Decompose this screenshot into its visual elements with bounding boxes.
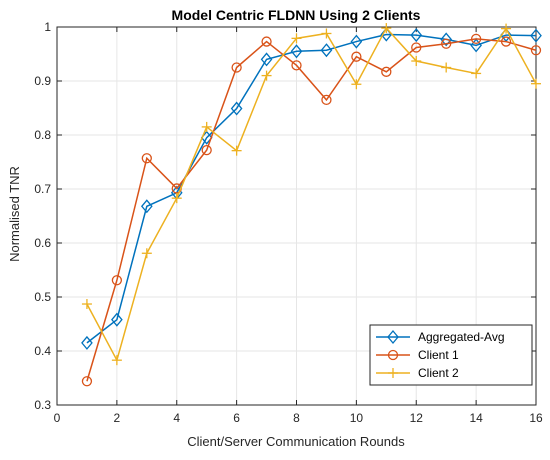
data-point — [441, 62, 452, 73]
data-point — [290, 44, 303, 59]
y-tick-label: 0.5 — [34, 290, 51, 304]
x-tick-label: 8 — [293, 411, 300, 425]
data-point — [411, 56, 422, 67]
series-line — [86, 33, 537, 344]
x-axis-label: Client/Server Communication Rounds — [187, 434, 405, 449]
data-point — [171, 193, 182, 204]
data-point — [470, 33, 482, 45]
chart-title: Model Centric FLDNN Using 2 Clients — [172, 7, 421, 23]
data-point — [141, 248, 152, 259]
data-point — [471, 68, 482, 79]
data-point — [470, 38, 482, 53]
legend-label: Aggregated-Avg — [418, 330, 505, 344]
y-tick-label: 0.9 — [34, 74, 51, 88]
legend-marker — [387, 349, 399, 361]
data-point — [111, 355, 122, 366]
series-line — [86, 26, 537, 363]
data-point — [230, 101, 243, 116]
data-point — [291, 60, 302, 71]
data-point — [201, 121, 212, 132]
data-point — [231, 145, 242, 156]
legend-marker — [388, 368, 398, 378]
data-point — [261, 70, 272, 81]
y-axis-label: Normalised TNR — [7, 166, 22, 262]
series — [81, 23, 542, 387]
y-tick-label: 0.3 — [34, 398, 51, 412]
data-point — [231, 62, 242, 73]
series-line — [86, 38, 537, 382]
x-tick-label: 2 — [114, 411, 121, 425]
data-point — [291, 33, 302, 44]
x-tick-label: 0 — [54, 411, 61, 425]
data-point — [440, 32, 453, 47]
data-point — [501, 23, 512, 34]
legend-entry: Client 2 — [376, 366, 459, 380]
data-point — [81, 376, 93, 387]
data-point — [141, 153, 152, 164]
legend-marker — [387, 329, 399, 345]
data-point — [261, 36, 272, 47]
tick-labels: 0 2 4 6 8 10 12 14 16 0.3 0.4 0.5 0.6 0.7 0.8 0.9 1 — [34, 20, 543, 425]
data-point — [351, 51, 362, 62]
legend-label: Client 1 — [418, 348, 459, 362]
data-point — [111, 312, 123, 327]
data-point — [81, 299, 92, 310]
y-tick-label: 0.4 — [34, 344, 51, 358]
data-point — [531, 78, 541, 89]
y-tick-label: 0.8 — [34, 128, 51, 142]
x-tick-label: 4 — [173, 411, 180, 425]
series-client-2 — [81, 23, 541, 366]
data-point — [381, 66, 392, 77]
data-point — [350, 34, 363, 49]
data-point — [260, 52, 273, 67]
x-tick-label: 14 — [469, 411, 483, 425]
y-tick-label: 0.7 — [34, 182, 51, 196]
x-tick-label: 6 — [233, 411, 240, 425]
legend-entry: Client 1 — [376, 348, 459, 362]
data-point — [321, 94, 332, 106]
legend: Aggregated-Avg Client 1 Client 2 — [369, 324, 533, 386]
data-point — [500, 36, 512, 47]
data-point — [411, 42, 422, 53]
series-client-1 — [81, 33, 542, 387]
legend-entry: Aggregated-Avg — [376, 329, 505, 345]
x-tick-label: 16 — [529, 411, 543, 425]
data-point — [351, 79, 362, 90]
data-point — [441, 38, 452, 49]
y-tick-label: 0.6 — [34, 236, 51, 250]
x-tick-label: 10 — [350, 411, 364, 425]
data-point — [320, 43, 333, 58]
data-point — [530, 28, 542, 43]
data-point — [410, 28, 423, 43]
data-point — [381, 23, 392, 34]
data-point — [81, 335, 93, 350]
data-point — [530, 45, 542, 56]
y-tick-label: 1 — [44, 20, 51, 34]
data-point — [140, 199, 153, 214]
data-point — [321, 28, 332, 39]
data-point — [201, 144, 212, 156]
x-tick-label: 12 — [410, 411, 424, 425]
data-point — [111, 275, 123, 286]
legend-label: Client 2 — [418, 366, 459, 380]
